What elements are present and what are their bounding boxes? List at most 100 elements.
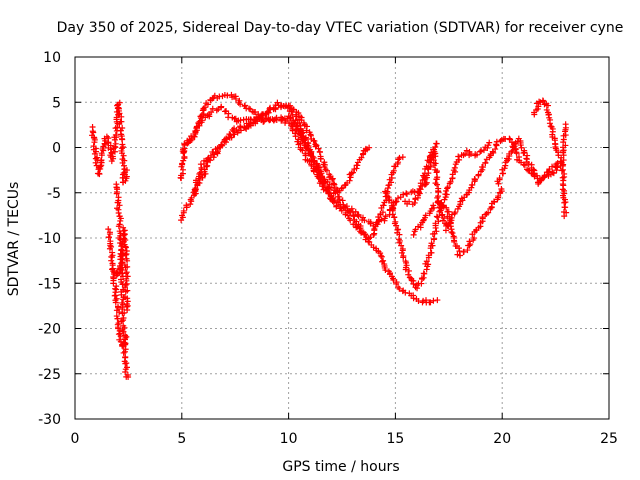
data-point: [90, 129, 97, 136]
data-point: [120, 296, 127, 303]
data-point: [439, 211, 446, 218]
series-track-4: [190, 99, 406, 242]
data-point: [330, 180, 337, 187]
data-point: [232, 95, 239, 102]
data-point: [382, 213, 389, 220]
data-point: [308, 151, 315, 158]
data-point: [119, 159, 126, 166]
data-point: [343, 203, 350, 210]
data-point: [505, 155, 512, 162]
data-point: [553, 161, 560, 168]
data-point: [434, 297, 441, 304]
data-point: [399, 154, 406, 161]
series-track-10: [531, 97, 565, 161]
data-point: [186, 136, 193, 143]
data-point: [562, 142, 569, 149]
data-point: [447, 223, 454, 230]
data-point: [113, 272, 120, 279]
data-point: [329, 176, 336, 183]
data-point: [119, 310, 126, 317]
data-point: [111, 143, 118, 150]
data-point: [98, 157, 105, 164]
data-point: [112, 140, 119, 147]
data-point: [428, 240, 435, 247]
data-point: [451, 164, 458, 171]
data-point: [260, 118, 267, 125]
data-point: [114, 105, 121, 112]
data-point: [122, 335, 129, 342]
data-point: [179, 146, 186, 153]
data-point: [410, 295, 417, 302]
data-point: [493, 138, 500, 145]
data-point: [361, 217, 368, 224]
data-point: [233, 126, 240, 133]
data-point: [301, 135, 308, 142]
data-point: [435, 218, 442, 225]
data-point: [562, 204, 569, 211]
data-point: [119, 136, 126, 143]
data-point: [426, 153, 433, 160]
data-point: [200, 105, 207, 112]
data-point: [214, 149, 221, 156]
data-point: [316, 164, 323, 171]
data-point: [405, 267, 412, 274]
data-point: [338, 207, 345, 214]
data-point: [471, 235, 478, 242]
data-point: [354, 162, 361, 169]
data-point: [403, 190, 410, 197]
data-point: [201, 104, 208, 111]
data-point: [180, 207, 187, 214]
data-point: [462, 150, 469, 157]
data-point: [350, 213, 357, 220]
y-tick-label: -15: [38, 276, 61, 292]
series-track-8: [410, 185, 505, 259]
data-point: [365, 238, 372, 245]
data-point: [105, 226, 112, 233]
data-point: [520, 150, 527, 157]
data-point: [346, 177, 353, 184]
data-point: [299, 147, 306, 154]
data-point: [298, 130, 305, 137]
data-point: [188, 133, 195, 140]
data-point: [227, 132, 234, 139]
data-point: [398, 242, 405, 249]
x-axis-label: GPS time / hours: [282, 459, 399, 475]
data-point: [473, 151, 480, 158]
data-point: [393, 198, 400, 205]
data-point: [113, 286, 120, 293]
data-point: [120, 342, 127, 349]
data-point: [425, 261, 432, 268]
data-point: [560, 139, 567, 146]
data-point: [122, 251, 129, 258]
data-point: [218, 141, 225, 148]
data-point: [498, 185, 505, 192]
data-point: [122, 360, 129, 367]
data-point: [107, 146, 114, 153]
series-early-track-e: [113, 181, 132, 380]
data-point: [123, 167, 130, 174]
data-point: [431, 235, 438, 242]
data-point: [288, 108, 295, 115]
y-tick-label: -10: [38, 231, 61, 247]
data-point: [432, 220, 439, 227]
data-point: [208, 109, 215, 116]
data-point: [546, 120, 553, 127]
data-point: [395, 226, 402, 233]
data-point: [432, 143, 439, 150]
data-point: [400, 254, 407, 261]
data-point: [444, 185, 451, 192]
y-tick-label: 10: [43, 50, 61, 66]
data-point: [423, 163, 430, 170]
data-point: [209, 105, 216, 112]
data-point: [117, 256, 124, 263]
data-point: [385, 197, 392, 204]
data-point: [344, 212, 351, 219]
data-point: [249, 120, 256, 127]
data-point: [124, 306, 131, 313]
x-tick-label: 20: [493, 431, 511, 447]
data-point: [116, 309, 123, 316]
data-point: [122, 366, 129, 373]
data-point: [464, 247, 471, 254]
data-point: [197, 113, 204, 120]
y-tick-label: -25: [38, 367, 61, 383]
